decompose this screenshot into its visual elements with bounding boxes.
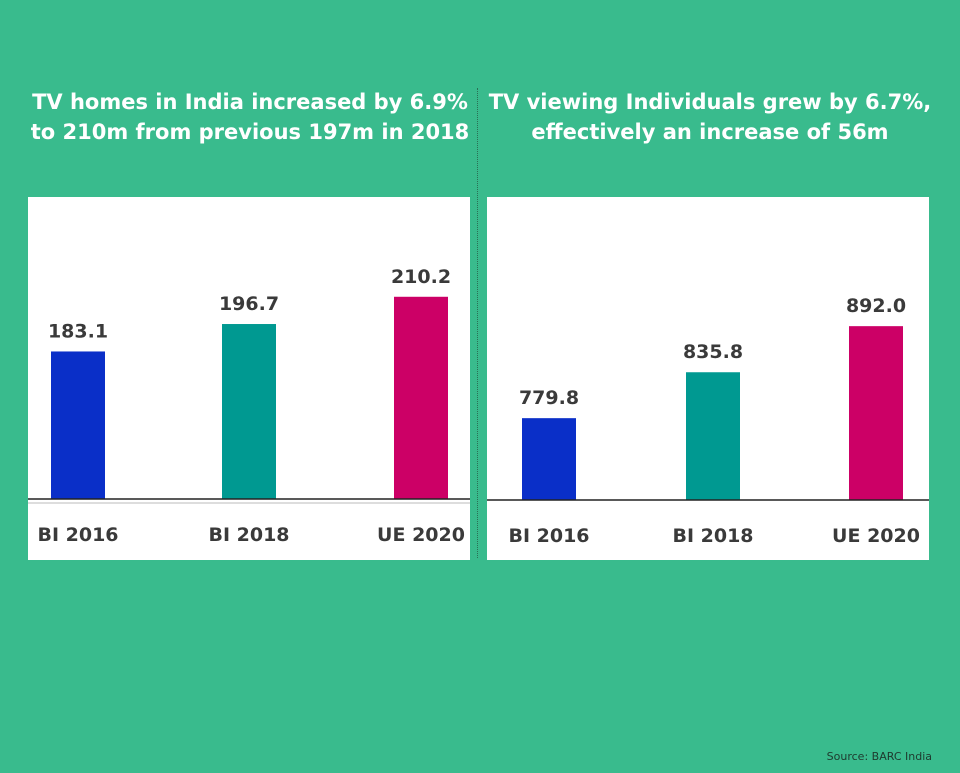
x-tick-label-1: BI 2016 — [508, 525, 589, 547]
source-note: Source: BARC India — [826, 750, 932, 763]
right-heading-line-2: effectively an increase of 56m — [531, 120, 889, 144]
data-label-1: 779.8 — [519, 387, 579, 409]
tv-homes-chart-panel: 183.1 BI 2016 196.7 BI 2018 210.2 UE 2020 — [28, 197, 470, 560]
bar-2 — [222, 324, 276, 499]
left-chart-heading: TV homes in India increased by 6.9% to 2… — [0, 87, 500, 147]
bar-1 — [522, 418, 576, 500]
panel-divider — [477, 88, 478, 558]
bar-2 — [686, 372, 740, 500]
right-chart-heading: TV viewing Individuals grew by 6.7%, eff… — [460, 87, 960, 147]
x-tick-label-1: BI 2016 — [37, 524, 118, 546]
bar-3 — [849, 326, 903, 500]
data-label-1: 183.1 — [48, 320, 108, 342]
right-heading-line-1: TV viewing Individuals grew by 6.7%, — [488, 90, 932, 114]
bar-3 — [394, 296, 448, 499]
tv-homes-bar-chart: 183.1 BI 2016 196.7 BI 2018 210.2 UE 2020 — [28, 266, 470, 546]
data-label-2: 196.7 — [219, 293, 279, 315]
data-label-3: 210.2 — [391, 266, 451, 288]
data-label-2: 835.8 — [683, 341, 743, 363]
tv-individuals-chart-panel: 779.8 BI 2016 835.8 BI 2018 892.0 UE 2020 — [487, 197, 929, 560]
x-tick-label-2: BI 2018 — [208, 524, 289, 546]
x-tick-label-3: UE 2020 — [377, 524, 465, 546]
bar-1 — [51, 351, 105, 499]
x-tick-label-2: BI 2018 — [672, 525, 753, 547]
left-heading-line-1: TV homes in India increased by 6.9% — [32, 90, 468, 114]
data-label-3: 892.0 — [846, 295, 906, 317]
x-tick-label-3: UE 2020 — [832, 525, 920, 547]
tv-individuals-bar-chart: 779.8 BI 2016 835.8 BI 2018 892.0 UE 2020 — [487, 295, 929, 547]
left-heading-line-2: to 210m from previous 197m in 2018 — [30, 120, 470, 144]
